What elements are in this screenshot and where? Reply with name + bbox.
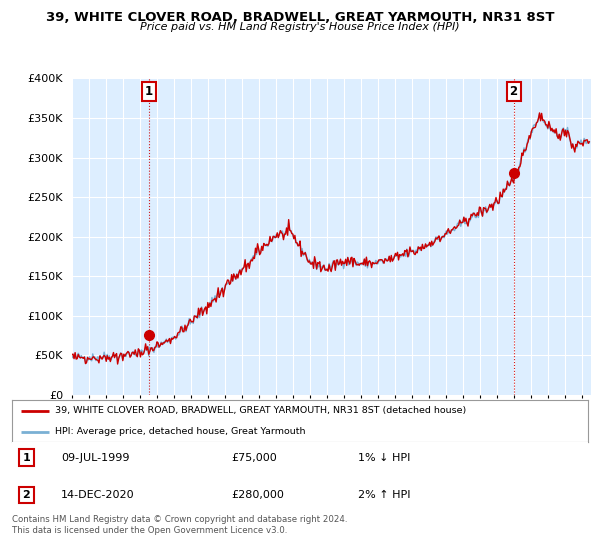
Text: This data is licensed under the Open Government Licence v3.0.: This data is licensed under the Open Gov… xyxy=(12,526,287,535)
Text: 2: 2 xyxy=(509,85,518,97)
Text: Price paid vs. HM Land Registry's House Price Index (HPI): Price paid vs. HM Land Registry's House … xyxy=(140,22,460,32)
Text: £280,000: £280,000 xyxy=(231,490,284,500)
Text: 2: 2 xyxy=(23,490,30,500)
Text: HPI: Average price, detached house, Great Yarmouth: HPI: Average price, detached house, Grea… xyxy=(55,427,306,436)
Text: 39, WHITE CLOVER ROAD, BRADWELL, GREAT YARMOUTH, NR31 8ST (detached house): 39, WHITE CLOVER ROAD, BRADWELL, GREAT Y… xyxy=(55,407,466,416)
Text: 09-JUL-1999: 09-JUL-1999 xyxy=(61,453,130,463)
Text: 2% ↑ HPI: 2% ↑ HPI xyxy=(358,490,410,500)
Text: 39, WHITE CLOVER ROAD, BRADWELL, GREAT YARMOUTH, NR31 8ST: 39, WHITE CLOVER ROAD, BRADWELL, GREAT Y… xyxy=(46,11,554,24)
Text: 14-DEC-2020: 14-DEC-2020 xyxy=(61,490,134,500)
Text: Contains HM Land Registry data © Crown copyright and database right 2024.: Contains HM Land Registry data © Crown c… xyxy=(12,515,347,524)
Text: £75,000: £75,000 xyxy=(231,453,277,463)
Text: 1% ↓ HPI: 1% ↓ HPI xyxy=(358,453,410,463)
Text: 1: 1 xyxy=(23,453,30,463)
Text: 1: 1 xyxy=(145,85,153,97)
